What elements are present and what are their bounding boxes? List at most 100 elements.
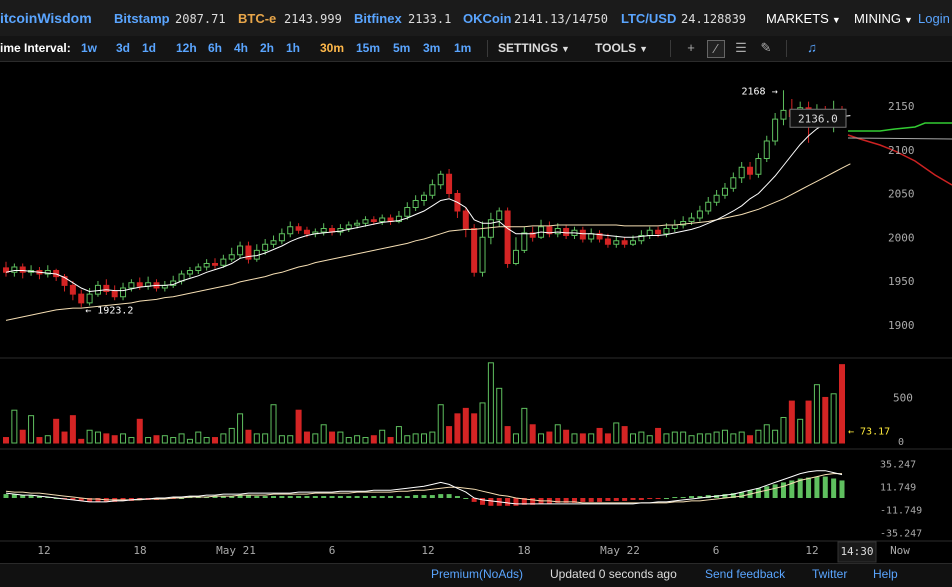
macd-histogram-bar (555, 498, 561, 503)
interval-1m[interactable]: 1m (454, 41, 472, 55)
logo[interactable]: itcoinWisdom (0, 10, 92, 26)
volume-bar (805, 400, 812, 444)
exchange-okcoin-name[interactable]: OKCoin (463, 11, 512, 26)
interval-2h[interactable]: 2h (260, 41, 275, 55)
interval-1w[interactable]: 1w (81, 41, 98, 55)
interval-3d[interactable]: 3d (116, 41, 131, 55)
login-link[interactable]: Login (918, 11, 950, 26)
volume-bar (11, 409, 18, 444)
exchange-btce-name[interactable]: BTC-e (238, 11, 277, 26)
volume-bar (596, 427, 603, 444)
volume-bar (730, 433, 737, 444)
send-feedback-link[interactable]: Send feedback (705, 567, 786, 581)
toolbar-divider (670, 40, 671, 57)
help-link[interactable]: Help (873, 567, 898, 581)
candle-body (11, 266, 18, 273)
volume-bar (462, 407, 469, 444)
settings-label: SETTINGS (498, 41, 559, 55)
interval-6h[interactable]: 6h (208, 41, 223, 55)
candle-body (638, 235, 645, 242)
macd-histogram-bar (471, 498, 477, 502)
macd-histogram-bar (663, 498, 669, 499)
candle-body (103, 284, 110, 292)
candle-body (546, 226, 553, 235)
volume-bar (312, 433, 319, 444)
macd-line (5, 470, 843, 505)
time-tick-label: 6 (713, 544, 720, 557)
volume-bar (86, 429, 93, 444)
volume-bar (36, 437, 43, 444)
chart-area[interactable]: 1900 1950 2000 2050 2100 2150 2168 → ← 1923.2 21… (0, 61, 952, 563)
volume-bar (53, 418, 60, 444)
volume-bar (471, 413, 478, 444)
macd-histogram-bar (613, 498, 619, 501)
crosshair-icon[interactable]: + (687, 40, 695, 55)
pen-icon[interactable]: ✎ (760, 40, 772, 55)
interval-12h[interactable]: 12h (176, 41, 197, 55)
macd-histogram-bar (571, 498, 577, 503)
candle-body (730, 177, 737, 189)
interval-1d[interactable]: 1d (142, 41, 157, 55)
toolbar-divider (786, 40, 787, 57)
volume-bar (136, 418, 143, 444)
volume-bar (145, 437, 152, 444)
volume-bar (546, 431, 553, 444)
interval-30m[interactable]: 30m (320, 41, 345, 55)
macd-histogram-bar (262, 496, 268, 498)
interval-5m[interactable]: 5m (393, 41, 411, 55)
tools-menu[interactable]: TOOLS ▼ (595, 41, 648, 55)
macd-histogram-bar (28, 495, 34, 498)
settings-menu[interactable]: SETTINGS ▼ (498, 41, 570, 55)
candle-body (512, 249, 519, 264)
premium-link[interactable]: Premium(NoAds) (431, 567, 524, 581)
macd-histogram-bar (229, 496, 235, 498)
twitter-link[interactable]: Twitter (812, 567, 848, 581)
interval-1h[interactable]: 1h (286, 41, 301, 55)
volume-bar (94, 431, 101, 444)
price-tick-label: 2000 (888, 231, 915, 244)
candle-body (212, 263, 218, 266)
exchange-ltcusd-price: 24.128839 (681, 12, 747, 26)
macd-histogram-bar (245, 495, 251, 498)
candle-body (446, 173, 453, 194)
volume-bar (3, 437, 9, 444)
macd-histogram-bar (404, 496, 410, 498)
high-price-label: 2168 → (741, 86, 777, 97)
low-price-label: ← 1923.2 (85, 305, 133, 316)
macd-histogram-bar (630, 498, 636, 500)
volume-bar (69, 415, 76, 444)
candle-body (738, 166, 745, 179)
candle-body (362, 219, 369, 224)
interval-4h[interactable]: 4h (234, 41, 249, 55)
price-tick-label: 1900 (888, 319, 915, 332)
macd-tick-label: 35.247 (880, 460, 916, 471)
macd-histogram-bar (739, 492, 745, 498)
interval-3m[interactable]: 3m (423, 41, 441, 55)
macd-histogram-bar (429, 495, 435, 498)
exchange-ltcusd-name[interactable]: LTC/USD (621, 11, 677, 26)
volume-bar (696, 433, 703, 444)
volume-bar (237, 413, 244, 444)
mining-menu[interactable]: MINING ▼ (854, 11, 913, 26)
candle-body (94, 284, 101, 295)
exchange-bitstamp-name[interactable]: Bitstamp (114, 11, 170, 26)
volume-bar (303, 431, 310, 444)
markets-menu[interactable]: MARKETS ▼ (766, 11, 841, 26)
line-tool-icon[interactable]: ∕ (707, 40, 725, 58)
macd-histogram-bar (187, 497, 193, 499)
price-panel: 1900 1950 2000 2050 2100 2150 2168 → ← 1923.2 21… (3, 86, 915, 332)
volume-bar (788, 400, 795, 444)
macd-histogram-bar (220, 496, 226, 498)
volume-bar (588, 433, 595, 444)
exchange-bitfinex-name[interactable]: Bitfinex (354, 11, 402, 26)
interval-15m[interactable]: 15m (356, 41, 381, 55)
volume-bar (278, 435, 285, 444)
alert-bell-icon[interactable]: ♫ (807, 40, 817, 55)
volume-bar (170, 437, 177, 444)
volume-bar (220, 433, 227, 444)
macd-histogram-bar (396, 496, 402, 498)
volume-bar (44, 435, 51, 444)
fibonacci-icon[interactable]: ☰ (735, 40, 747, 55)
macd-histogram-bar (772, 484, 778, 498)
candle-body (747, 166, 754, 175)
